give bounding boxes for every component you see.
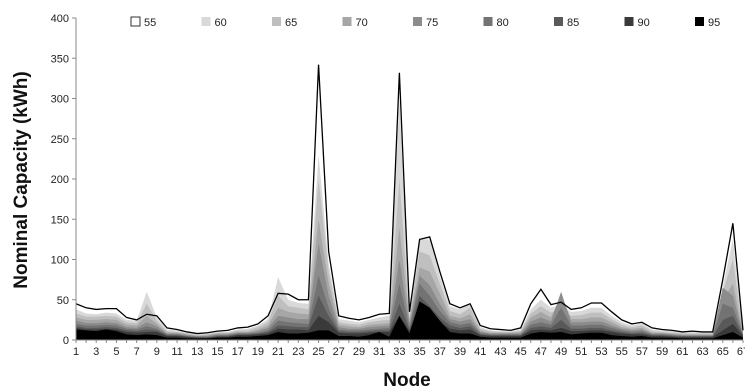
x-tick-label: 25 [312, 346, 324, 358]
x-tick-label: 41 [474, 346, 486, 358]
legend-label-80: 80 [497, 17, 509, 29]
x-tick-label: 59 [656, 346, 668, 358]
x-tick-label: 43 [494, 346, 506, 358]
x-tick-label: 3 [93, 346, 99, 358]
legend-label-70: 70 [356, 17, 368, 29]
y-tick-label: 300 [51, 94, 69, 106]
series-95-area [76, 301, 743, 340]
legend-label-90: 90 [638, 17, 650, 29]
y-tick-label: 200 [51, 174, 69, 186]
y-axis-title: Nominal Capacity (kWh) [11, 71, 32, 288]
x-tick-label: 1 [73, 346, 79, 358]
legend-swatch-90 [624, 17, 634, 26]
legend-label-65: 65 [285, 17, 297, 29]
legend-swatch-80 [483, 17, 493, 26]
x-tick-label: 13 [191, 346, 203, 358]
y-tick-label: 150 [51, 214, 69, 226]
y-tick-label: 50 [57, 295, 69, 307]
y-tick-label: 250 [51, 134, 69, 146]
x-tick-label: 67 [737, 346, 745, 358]
x-tick-label: 11 [171, 346, 182, 358]
legend-swatch-55 [130, 16, 141, 27]
x-tick-label: 17 [232, 346, 244, 358]
legend-swatch-70 [342, 17, 352, 26]
y-tick-label: 0 [63, 335, 69, 347]
series-85-area [76, 295, 743, 340]
legend: 55 60 65 70 75 80 85 90 95 [130, 16, 720, 29]
legend-label-85: 85 [567, 17, 579, 29]
y-tick-label: 350 [51, 53, 69, 65]
series-55-outline [75, 64, 744, 335]
x-tick-label: 53 [595, 346, 607, 358]
y-tick-labels: 0 50 100 150 200 250 300 350 400 [51, 13, 69, 347]
x-tick-label: 51 [575, 346, 587, 358]
x-tick-label: 23 [292, 346, 304, 358]
chart-axes [72, 17, 744, 343]
x-tick-label: 35 [413, 346, 425, 358]
x-tick-label: 7 [134, 346, 140, 358]
legend-label-55: 55 [144, 17, 156, 29]
x-tick-label: 47 [535, 346, 547, 358]
legend-swatch-85 [554, 17, 563, 26]
x-tick-label: 27 [333, 346, 345, 358]
x-tick-label: 5 [113, 346, 119, 358]
x-tick-label: 55 [616, 346, 628, 358]
legend-swatch-60 [201, 17, 211, 26]
x-tick-label: 45 [515, 346, 527, 358]
legend-label-60: 60 [215, 17, 227, 29]
legend-swatch-65 [272, 17, 281, 26]
x-tick-label: 37 [434, 346, 446, 358]
x-tick-label: 19 [252, 346, 264, 358]
legend-swatch-95 [695, 17, 704, 26]
x-tick-label: 39 [454, 346, 466, 358]
legend-swatch-75 [413, 17, 422, 26]
x-tick-label: 31 [373, 346, 385, 358]
legend-label-75: 75 [426, 17, 438, 29]
x-tick-label: 63 [696, 346, 708, 358]
y-tick-label: 100 [51, 255, 69, 267]
legend-label-95: 95 [708, 17, 720, 29]
x-tick-labels: 1 3 5 7 9 11 13 15 17 19 21 23 25 27 29 31 33 35 37 39 41 43 4… [73, 346, 745, 358]
series-70-area [76, 219, 743, 340]
x-tick-label: 49 [555, 346, 567, 358]
x-tick-label: 61 [676, 346, 688, 358]
x-tick-label: 33 [393, 346, 405, 358]
x-tick-label: 29 [353, 346, 365, 358]
x-tick-label: 21 [272, 346, 284, 358]
x-tick-label: 9 [154, 346, 160, 358]
y-tick-label: 400 [51, 13, 69, 25]
x-tick-label: 57 [636, 346, 648, 358]
x-tick-label: 65 [717, 346, 729, 358]
x-axis-title: Node [383, 370, 431, 389]
x-tick-label: 15 [211, 346, 223, 358]
